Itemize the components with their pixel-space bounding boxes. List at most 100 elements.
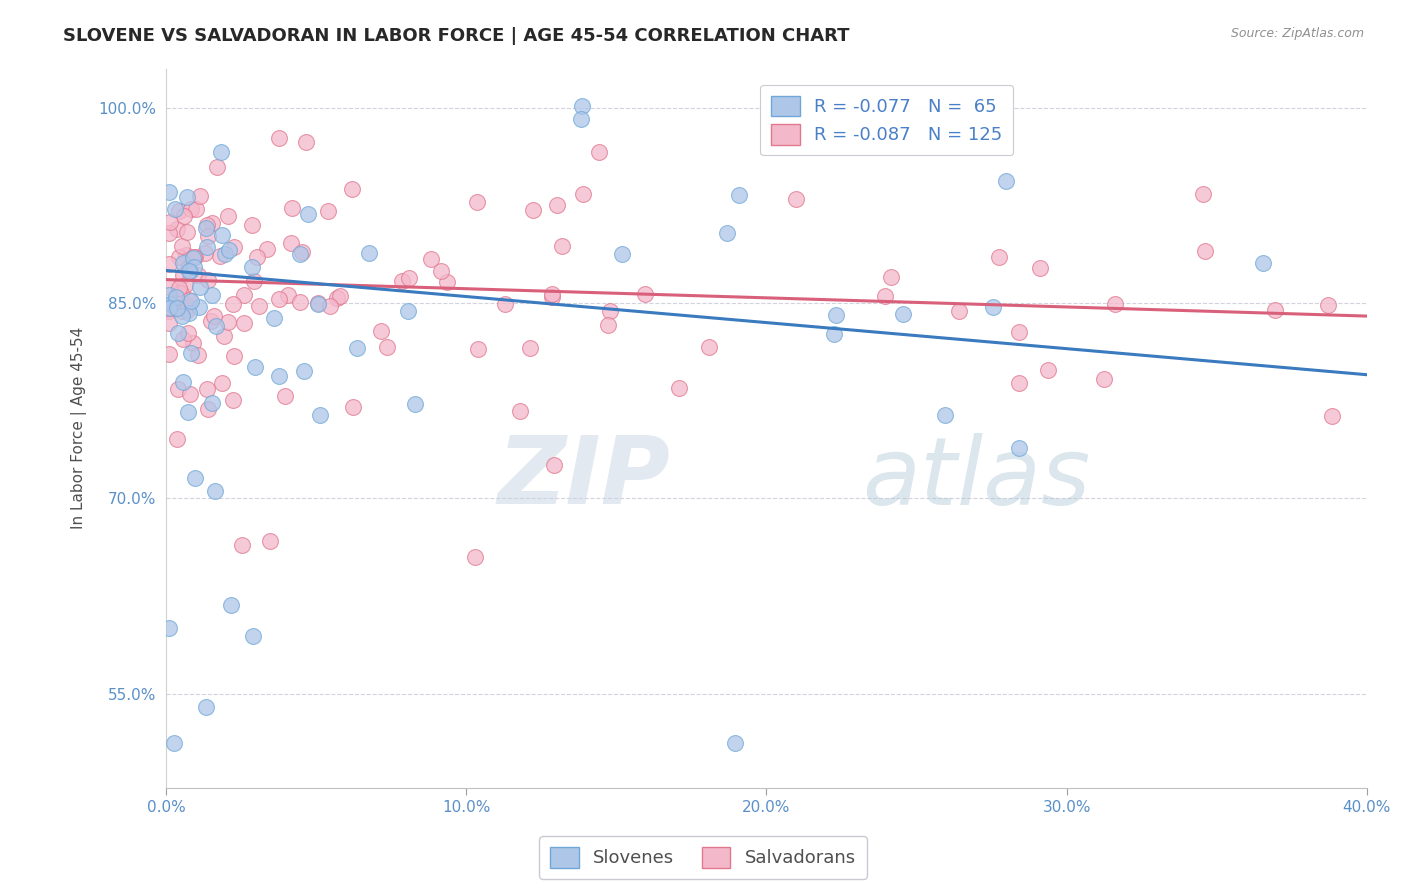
Point [316, 203, 339, 218]
Point [195, 240, 218, 254]
Point [177, 326, 200, 340]
Point [329, 289, 352, 303]
Point [1192, 186, 1215, 201]
Point [550, 239, 572, 253]
Point [291, 244, 314, 259]
Point [398, 271, 420, 285]
Point [891, 307, 914, 321]
Point [211, 376, 233, 391]
Point [179, 387, 201, 401]
Point [541, 290, 564, 304]
Point [222, 297, 245, 311]
Point [370, 324, 392, 338]
Point [375, 340, 398, 354]
Point [172, 375, 194, 389]
Point [572, 186, 595, 201]
Point [242, 260, 264, 274]
Point [174, 277, 197, 292]
Point [218, 209, 240, 223]
Point [207, 160, 229, 174]
Point [224, 349, 246, 363]
Point [176, 225, 198, 239]
Point [319, 300, 342, 314]
Point [242, 629, 264, 643]
Point [212, 328, 235, 343]
Point [233, 288, 256, 302]
Point [277, 287, 299, 301]
Point [184, 202, 207, 216]
Point [194, 699, 217, 714]
Point [231, 538, 253, 552]
Point [167, 382, 190, 396]
Legend: Slovenes, Salvadorans: Slovenes, Salvadorans [538, 836, 868, 879]
Point [267, 369, 290, 384]
Point [194, 246, 217, 260]
Point [340, 181, 363, 195]
Point [157, 316, 180, 330]
Point [157, 303, 180, 318]
Point [509, 404, 531, 418]
Point [167, 326, 190, 341]
Point [404, 396, 426, 410]
Point [219, 598, 242, 612]
Point [1008, 441, 1031, 455]
Point [546, 198, 568, 212]
Y-axis label: In Labor Force | Age 45-54: In Labor Force | Age 45-54 [72, 327, 87, 529]
Point [256, 242, 278, 256]
Point [204, 483, 226, 498]
Legend: R = -0.077   N =  65, R = -0.087   N = 125: R = -0.077 N = 65, R = -0.087 N = 125 [759, 85, 1014, 155]
Point [596, 318, 619, 332]
Point [160, 297, 183, 311]
Point [170, 286, 193, 301]
Point [172, 255, 194, 269]
Point [181, 336, 204, 351]
Point [183, 260, 205, 274]
Point [170, 239, 193, 253]
Point [170, 303, 193, 318]
Point [208, 249, 231, 263]
Point [218, 243, 240, 257]
Point [157, 288, 180, 302]
Point [981, 301, 1004, 315]
Point [166, 222, 188, 236]
Point [201, 216, 224, 230]
Point [723, 736, 745, 750]
Point [875, 289, 897, 303]
Point [200, 313, 222, 327]
Point [177, 405, 200, 419]
Point [571, 99, 593, 113]
Point [1320, 409, 1343, 424]
Point [157, 280, 180, 294]
Point [1092, 372, 1115, 386]
Point [1008, 376, 1031, 391]
Point [588, 145, 610, 159]
Point [396, 304, 419, 318]
Point [188, 300, 211, 314]
Point [197, 273, 219, 287]
Point [166, 432, 188, 446]
Point [948, 303, 970, 318]
Point [211, 227, 233, 242]
Point [824, 309, 846, 323]
Point [245, 360, 267, 375]
Point [177, 264, 200, 278]
Point [180, 293, 202, 308]
Point [172, 332, 194, 346]
Point [179, 306, 201, 320]
Point [163, 202, 186, 216]
Point [267, 131, 290, 145]
Point [281, 201, 304, 215]
Point [209, 145, 232, 160]
Point [240, 218, 263, 232]
Point [174, 248, 197, 262]
Point [222, 240, 245, 254]
Point [165, 290, 187, 304]
Point [183, 471, 205, 485]
Point [205, 318, 228, 333]
Point [157, 257, 180, 271]
Text: Source: ZipAtlas.com: Source: ZipAtlas.com [1230, 27, 1364, 40]
Point [391, 273, 413, 287]
Point [420, 252, 443, 266]
Point [163, 736, 186, 750]
Point [217, 315, 239, 329]
